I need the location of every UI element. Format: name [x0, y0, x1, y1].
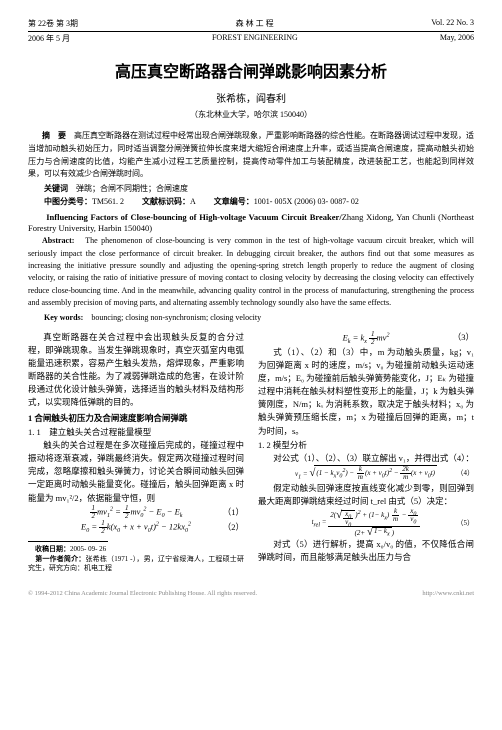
footnote-author: 第一作者简介：张希栋（1971 -），男，辽宁省绥海人，工程硕士研究生，研究方向…: [28, 555, 244, 575]
classification-row: 中图分类号：TM561. 2 文献标识码：A 文章编号：1001- 005X (…: [28, 196, 474, 207]
para: 式（1）、（2）和（3）中，m 为动触头质量，kg；v₁ 为回弹距离 x 时的速…: [258, 346, 474, 438]
equation-3: Ek = kx 12mv2 （3）: [258, 331, 474, 346]
para: 假定动触头回弹速度按直线变化减少到零，则回弹到最大距离即弹跳结束经过时间 t_r…: [258, 482, 474, 508]
date-zh: 2006 年 5 月: [28, 33, 70, 44]
title-zh: 高压真空断路器合闸弹跳影响因素分析: [28, 58, 474, 82]
date-en: May, 2006: [440, 33, 474, 44]
page-footer: © 1994-2012 China Academic Journal Elect…: [0, 590, 502, 601]
subsection-heading: 1. 2 模型分析: [258, 439, 474, 452]
keywords-en: Key words: bouncing; closing non-synchro…: [28, 312, 474, 323]
abstract-zh: 摘 要 高压真空断路器在测试过程中经常出现合闸弹跳现象，严重影响断路器的综合性能…: [28, 130, 474, 181]
footnote-rule: [28, 541, 108, 542]
title-en: Influencing Factors of Close-bouncing of…: [28, 211, 474, 233]
vol-issue-zh: 第 22卷 第 3期: [28, 18, 78, 29]
cnki-url: http://www.cnki.net: [422, 590, 474, 597]
para: 对公式（1）、（2）、（3）联立解出 v₁，并得出式（4）：: [258, 452, 474, 465]
subsection-heading: 1. 1 建立触头关合过程能量模型: [28, 426, 244, 439]
footnote-date: 收稿日期：2005- 09- 26: [28, 545, 244, 555]
vol-issue-en: Vol. 22 No. 3: [431, 18, 474, 29]
equation-4: v1 = (1 − kxv02) − km(x + v0t)2 − 2km(x …: [258, 465, 474, 482]
equation-2: E0 = 12k(x0 + x + v0t)2 − 12kx02 （2）: [28, 520, 244, 535]
abstract-zh-label: 摘 要: [42, 131, 66, 140]
abstract-en: Abstract: The phenomenon of close-bounci…: [28, 235, 474, 309]
section-heading: 1 合闸触头初压力及合闸速度影响合闸弹跳: [28, 412, 244, 425]
right-column: Ek = kx 12mv2 （3） 式（1）、（2）和（3）中，m 为动触头质量…: [258, 331, 474, 575]
equation-5: trel = 2(x0v0)2 + (1− kx) km − x0v0(2+ 1…: [258, 508, 474, 537]
keywords-zh: 关键词 弹跳；合闸不同期性；合闸速度: [28, 183, 474, 194]
para: 对式（5）进行解析，提高 x₀/v₀ 的值，不仅降低合闸弹跳时间，而且能够满足触…: [258, 538, 474, 564]
journal-en: FOREST ENGINEERING: [212, 33, 298, 44]
para: 真空断路器在关合过程中会出现触头反复的合分过程，即弹跳现象。当发生弹跳现象时，真…: [28, 331, 244, 410]
copyright-text: © 1994-2012 China Academic Journal Elect…: [28, 590, 257, 597]
left-column: 真空断路器在关合过程中会出现触头反复的合分过程，即弹跳现象。当发生弹跳现象时，真…: [28, 331, 244, 575]
para: 触头的关合过程是在多次碰撞后完成的，碰撞过程中振动将逐渐衰减，弹跳最终消失。假定…: [28, 439, 244, 505]
abstract-zh-text: 高压真空断路器在测试过程中经常出现合闸弹跳现象，严重影响断路器的综合性能。在断路…: [28, 131, 474, 178]
journal-zh: 森 林 工 程: [236, 18, 274, 29]
equation-1: 12mv12 = 12mv02 − E0 − Ek （1）: [28, 505, 244, 520]
affiliation: （东北林业大学，哈尔滨 150040）: [28, 109, 474, 120]
authors: 张希栋，阎春利: [28, 90, 474, 105]
